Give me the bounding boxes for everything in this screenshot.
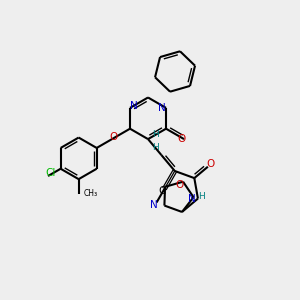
Text: H: H	[152, 142, 159, 152]
Text: C: C	[159, 186, 166, 196]
Text: O: O	[175, 180, 183, 190]
Text: N: N	[130, 101, 138, 111]
Text: O: O	[207, 159, 215, 169]
Text: N: N	[150, 200, 158, 210]
Text: Cl: Cl	[46, 168, 56, 178]
Text: H: H	[199, 192, 205, 201]
Text: H: H	[153, 130, 159, 139]
Text: CH₃: CH₃	[84, 189, 98, 198]
Text: O: O	[177, 134, 185, 144]
Text: N: N	[188, 194, 196, 204]
Text: N: N	[158, 103, 166, 113]
Text: O: O	[110, 132, 118, 142]
